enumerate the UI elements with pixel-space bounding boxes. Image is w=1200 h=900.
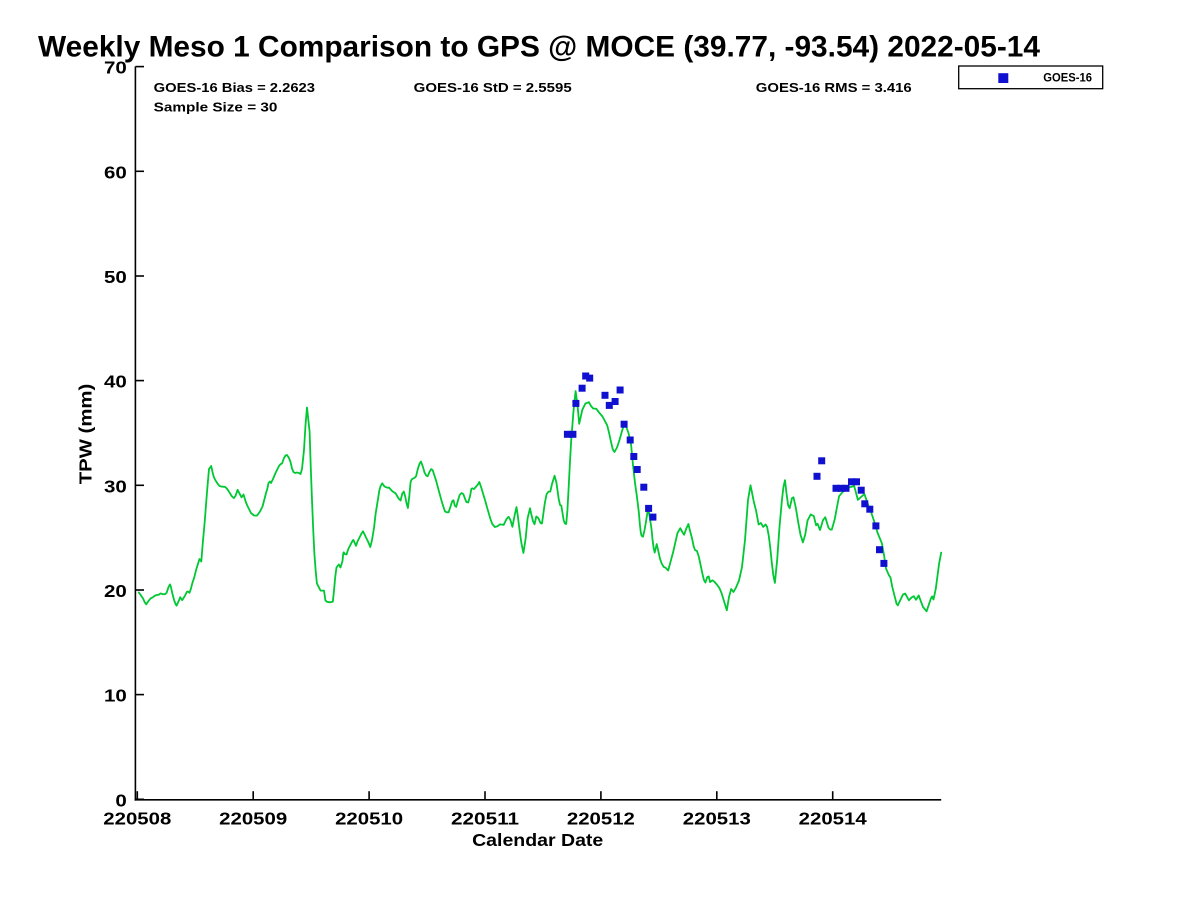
svg-text:GOES-16 StD = 2.5595: GOES-16 StD = 2.5595 [414,80,572,95]
svg-text:220513: 220513 [683,809,751,829]
svg-text:Sample Size = 30: Sample Size = 30 [154,99,278,114]
svg-text:GOES-16 RMS = 3.416: GOES-16 RMS = 3.416 [756,80,912,95]
svg-text:70: 70 [104,58,127,78]
svg-text:50: 50 [104,267,127,287]
svg-text:Weekly Meso 1 Comparison to GP: Weekly Meso 1 Comparison to GPS @ MOCE (… [38,31,1041,64]
svg-text:220511: 220511 [451,809,519,829]
svg-text:40: 40 [104,372,127,392]
svg-text:TPW (mm): TPW (mm) [76,384,96,485]
svg-text:GOES-16: GOES-16 [1043,72,1092,85]
svg-text:20: 20 [104,581,127,601]
svg-text:30: 30 [104,476,127,496]
svg-text:10: 10 [104,686,127,706]
svg-text:220509: 220509 [219,809,287,829]
svg-text:60: 60 [104,162,127,182]
svg-text:GOES-16 Bias = 2.2623: GOES-16 Bias = 2.2623 [154,80,315,95]
svg-text:Calendar Date: Calendar Date [472,830,604,850]
svg-text:220508: 220508 [103,809,171,829]
svg-text:220512: 220512 [567,809,635,829]
svg-text:0: 0 [115,790,127,810]
svg-text:220514: 220514 [799,809,867,829]
svg-text:220510: 220510 [335,809,403,829]
